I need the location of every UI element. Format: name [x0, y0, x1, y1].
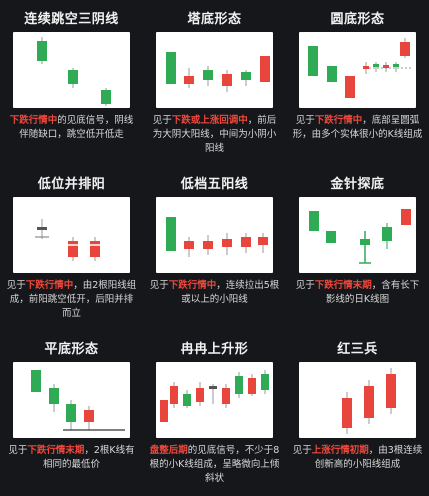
- pattern-description: 见于下跌行情中，底部呈圆弧形，由多个实体很小的K线组成: [292, 115, 423, 140]
- candle-red: [184, 241, 194, 249]
- pattern-card-five-low-white: 低档五阳线 见于下跌行情中，连续拉出5根或以上的小阳线: [143, 165, 286, 330]
- pattern-title: 红三兵: [337, 342, 378, 357]
- pattern-card-tower-bottom: 塔底形态 见于下跌或上涨回调中，前后为大阴大阳线，中间为小阴小阳线: [143, 0, 286, 165]
- pattern-card-gradual-rise: 冉冉上升形 盘整后期的见底信号，不少于: [143, 330, 286, 495]
- candle-red: [400, 42, 410, 56]
- candle-red: [90, 241, 100, 257]
- candle-green: [241, 72, 251, 80]
- pattern-card-flat-bottom: 平底形态 见于下跌行情末期，2根K线有相同的最低价: [0, 330, 143, 495]
- pattern-title: 连续跳空三阴线: [24, 12, 119, 27]
- pattern-card-three-white-soldiers: 红三兵 见于上涨行情初期，由3根连续创新高的小阳线组成: [286, 330, 429, 495]
- candle-red: [386, 374, 396, 408]
- candle-green: [68, 70, 78, 84]
- pattern-card-golden-needle: 金针探底 见于下跌行情末期，含有长下影线的日K线图: [286, 165, 429, 330]
- candle-green: [382, 227, 392, 241]
- pattern-illustration: [299, 197, 416, 273]
- pattern-description: 见于下跌行情中，连续拉出5根或以上的小阳线: [149, 280, 280, 305]
- pattern-illustration: [299, 32, 416, 108]
- candle-red: [364, 386, 374, 418]
- pattern-title: 冉冉上升形: [180, 342, 249, 357]
- pattern-title: 塔底形态: [187, 12, 242, 27]
- pattern-description: 下跌行情中的见底信号，阴线伴随缺口，跳空低开低走: [9, 115, 134, 140]
- candle-red: [68, 241, 78, 257]
- pattern-description: 盘整后期的见底信号，不少于8根的小K线组成，呈略微向上倾斜状: [149, 445, 280, 484]
- pattern-description: 见于下跌或上涨回调中，前后为大阴大阳线，中间为小阴小阳线: [152, 115, 277, 154]
- pattern-description: 见于下跌行情中，由2根阳线组成，前阳跳空低开，后阳并排而立: [6, 280, 137, 319]
- pattern-description: 见于上涨行情初期，由3根连续创新高的小阳线组成: [292, 445, 423, 470]
- candle-green: [309, 211, 319, 231]
- candle-green: [308, 46, 318, 76]
- candle-green: [166, 52, 176, 84]
- candle-green: [101, 90, 111, 104]
- candle-green: [31, 370, 41, 392]
- pattern-title: 低位并排阳: [37, 177, 106, 192]
- pattern-illustration: [156, 32, 273, 108]
- pattern-title: 平底形态: [44, 342, 99, 357]
- pattern-card-round-bottom: 圆底形态 见于下跌行情中，底部呈圆弧形，由多个实体很小的K线组成: [286, 0, 429, 165]
- candle-red: [84, 410, 94, 422]
- candle-red: [203, 241, 213, 249]
- candle-red: [260, 56, 270, 82]
- candle-red: [345, 76, 355, 98]
- pattern-description: 见于下跌行情末期，2根K线有相同的最低价: [8, 445, 135, 470]
- pattern-card-side-by-side-white: 低位并排阳 见于下跌行情中，由2根阳线组成，前阳跳空低开，后阳并排而立: [0, 165, 143, 330]
- candle-green: [37, 41, 47, 61]
- pattern-illustration: [13, 197, 130, 273]
- candle-green: [49, 388, 59, 404]
- pattern-description: 见于下跌行情末期，含有长下影线的日K线图: [295, 280, 420, 305]
- candle-red: [342, 398, 352, 428]
- candle-green: [203, 70, 213, 80]
- pattern-illustration: [299, 362, 416, 438]
- candle-green: [66, 404, 76, 422]
- pattern-illustration: [13, 32, 130, 108]
- candle-red: [258, 237, 268, 245]
- pattern-card-three-gap-black: 连续跳空三阴线 下跌行情中的见底信号，阴线伴随缺口，跳空低开低走: [0, 0, 143, 165]
- candle-red: [241, 237, 251, 247]
- candle-green: [360, 239, 370, 245]
- pattern-title: 低档五阳线: [180, 177, 249, 192]
- candle-green: [166, 217, 176, 251]
- candle-green: [327, 66, 337, 82]
- candle-red: [184, 76, 194, 84]
- candle-green: [326, 231, 336, 243]
- pattern-title: 金针探底: [330, 177, 385, 192]
- pattern-illustration: [156, 362, 273, 438]
- candle-red: [401, 209, 411, 225]
- candle-red: [222, 239, 232, 247]
- pattern-illustration: [13, 362, 130, 438]
- pattern-illustration: [156, 197, 273, 273]
- pattern-title: 圆底形态: [330, 12, 385, 27]
- candle-red: [222, 74, 232, 86]
